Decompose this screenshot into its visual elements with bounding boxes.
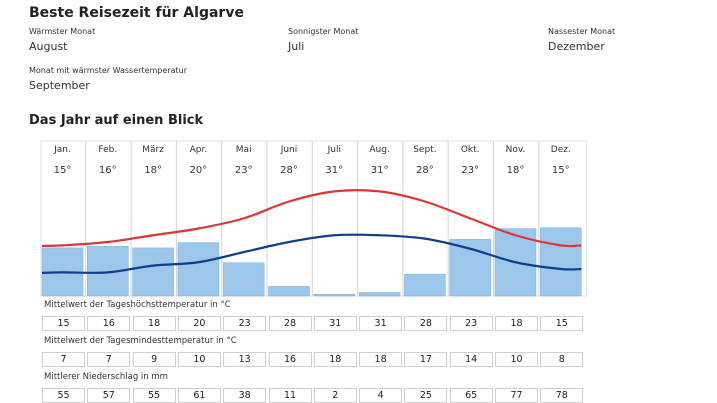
table-cell: 65 xyxy=(449,388,493,403)
table-cell: 25 xyxy=(404,388,448,403)
table-cell: 15 xyxy=(540,316,584,331)
table-cell: 16 xyxy=(268,352,312,367)
table-cell: 2 xyxy=(313,388,357,403)
table-cell: 28 xyxy=(404,316,448,331)
table-cell: 18 xyxy=(359,352,403,367)
table-cell: 38 xyxy=(223,388,267,403)
warmest-month-value: August xyxy=(29,40,68,53)
section-title: Das Jahr auf einen Blick xyxy=(29,113,204,128)
table-cell: 10 xyxy=(495,352,538,367)
warmest-water-month-label: Monat mit wärmster Wassertemperatur xyxy=(29,66,187,75)
warmest-water-month-value: September xyxy=(29,79,90,92)
wettest-month-label: Nassester Monat xyxy=(548,27,616,36)
max-temp-label: 16° xyxy=(99,165,117,176)
table-cell: 16 xyxy=(87,316,131,331)
table-cell: 61 xyxy=(177,388,221,403)
precip-bar xyxy=(132,247,174,297)
table-cell: 23 xyxy=(449,316,493,331)
month-label: Feb. xyxy=(98,145,117,155)
max-temp-line xyxy=(41,189,582,248)
table-cell: 55 xyxy=(132,388,176,403)
min-temp-line xyxy=(41,233,582,274)
table-row-label: Mittelwert der Tagesmindesttemperatur in… xyxy=(44,336,237,346)
table-cell: 13 xyxy=(223,352,267,367)
warmest-month-label: Wärmster Monat xyxy=(29,27,96,36)
sunniest-month-label: Sonnigster Monat xyxy=(288,27,359,36)
precip-bar xyxy=(177,242,220,297)
precip-bar xyxy=(404,273,446,297)
month-label: Okt. xyxy=(461,145,480,155)
table-cell: 31 xyxy=(313,316,357,331)
table-cell: 77 xyxy=(495,388,538,403)
table-cell: 20 xyxy=(177,316,221,331)
table-cell: 14 xyxy=(449,352,493,367)
max-temp-label: 23° xyxy=(461,165,479,176)
precip-bar xyxy=(87,245,129,297)
month-label: Juni xyxy=(280,145,298,155)
table-cell: 23 xyxy=(223,316,267,331)
precip-bar xyxy=(268,286,310,297)
max-temp-label: 18° xyxy=(507,165,525,176)
table-cell: 18 xyxy=(132,316,176,331)
max-temp-label: 15° xyxy=(552,165,570,176)
wettest-month-value: Dezember xyxy=(548,40,605,53)
table-cell: 28 xyxy=(268,316,312,331)
sunniest-month-value: Juli xyxy=(288,40,305,53)
month-label: Juli xyxy=(327,145,341,155)
table-cell: 55 xyxy=(42,388,85,403)
precip-bar xyxy=(222,262,265,297)
month-label: Jan. xyxy=(53,145,71,155)
table-cell: 7 xyxy=(87,352,131,367)
max-temp-label: 18° xyxy=(144,165,162,176)
precip-bar xyxy=(540,227,582,297)
table-cell: 78 xyxy=(540,388,584,403)
table-cell: 18 xyxy=(313,352,357,367)
table-cell: 31 xyxy=(359,316,403,331)
month-label: Nov. xyxy=(506,145,526,155)
page-title: Beste Reisezeit für Algarve xyxy=(29,5,244,21)
precip-bar xyxy=(358,292,401,297)
month-label: Aug. xyxy=(369,145,389,155)
month-label: Dez. xyxy=(551,145,571,155)
table-cell: 9 xyxy=(132,352,176,367)
climate-chart: Jan. 15° Feb. 16° März 18° Apr. 20° Mai 23° Juni 28… xyxy=(40,140,588,297)
max-temp-label: 31° xyxy=(325,165,343,176)
table-cell: 11 xyxy=(268,388,312,403)
month-label: Sept. xyxy=(413,145,436,155)
table-cell: 18 xyxy=(495,316,538,331)
table-cell: 15 xyxy=(42,316,85,331)
table-cell: 17 xyxy=(404,352,448,367)
table-cell: 8 xyxy=(540,352,584,367)
month-label: Apr. xyxy=(190,145,208,155)
max-temp-label: 31° xyxy=(371,165,389,176)
max-temp-label: 23° xyxy=(235,165,253,176)
month-label: Mai xyxy=(236,145,252,155)
month-label: März xyxy=(142,145,164,155)
table-row-label: Mittelwert der Tageshöchsttemperatur in … xyxy=(44,300,231,310)
table-row-label: Mittlerer Niederschlag in mm xyxy=(44,372,168,382)
table-cell: 10 xyxy=(177,352,221,367)
table-cell: 7 xyxy=(42,352,85,367)
max-temp-label: 20° xyxy=(190,165,208,176)
max-temp-label: 15° xyxy=(54,165,72,176)
precip-bar xyxy=(313,294,356,297)
table-cell: 57 xyxy=(87,388,131,403)
table-cell: 4 xyxy=(359,388,403,403)
max-temp-label: 28° xyxy=(280,165,298,176)
max-temp-label: 28° xyxy=(416,165,434,176)
